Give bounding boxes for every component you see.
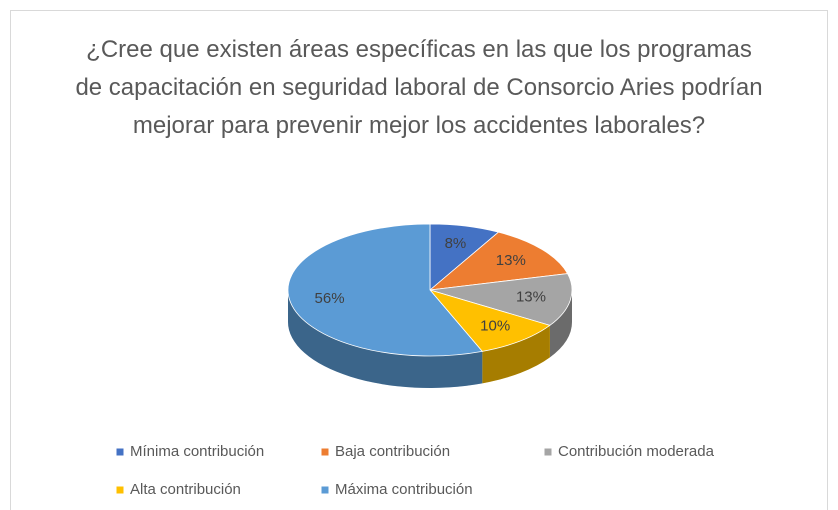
legend-swatch — [116, 448, 124, 456]
slice-side — [482, 325, 550, 384]
legend-swatch — [116, 486, 124, 494]
legend-swatch — [544, 448, 552, 456]
slice — [428, 231, 569, 291]
data-label: 13% — [496, 252, 526, 269]
data-label: 8% — [445, 235, 467, 252]
legend-label: Baja contribución — [335, 443, 450, 460]
slice-side — [288, 290, 483, 388]
legend-label: Alta contribución — [130, 481, 241, 498]
data-label: 13% — [516, 288, 546, 305]
legend-label: Mínima contribución — [130, 443, 264, 460]
slice — [428, 289, 551, 352]
legend-label: Máxima contribución — [335, 481, 473, 498]
legend-label: Contribución moderada — [558, 443, 715, 460]
slice-side-shade — [482, 325, 550, 384]
chart-title: ¿Cree que existen áreas específicas en l… — [75, 36, 763, 139]
slice — [287, 223, 484, 357]
slice-side-shade — [288, 290, 483, 388]
data-label: 10% — [480, 318, 510, 335]
legend-swatch — [321, 486, 329, 494]
slice — [429, 273, 573, 326]
slice-side — [549, 290, 572, 358]
slice-side-shade — [549, 290, 572, 358]
legend-swatch — [321, 448, 329, 456]
data-label: 56% — [315, 290, 345, 307]
